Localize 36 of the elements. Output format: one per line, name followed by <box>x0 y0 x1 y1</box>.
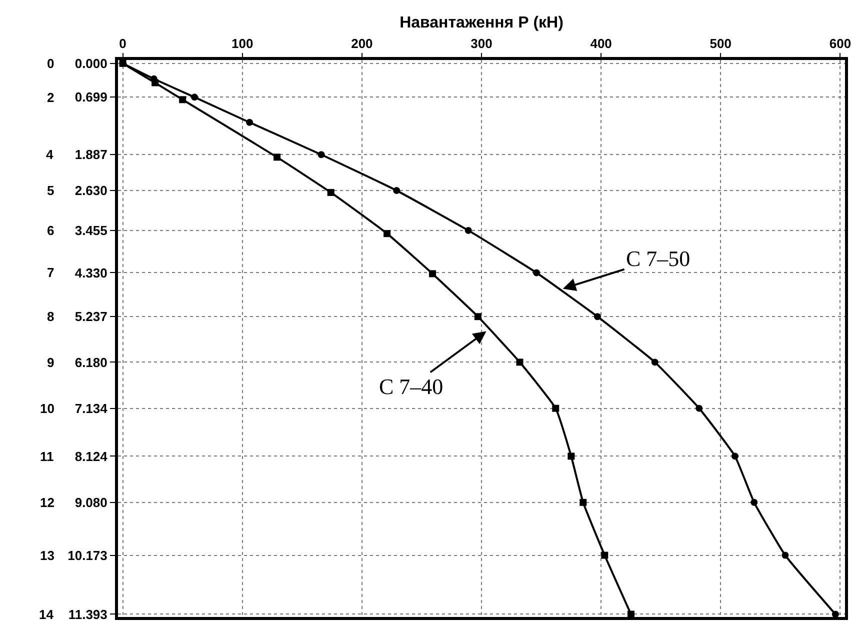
annotation: C 7–40 <box>379 374 444 399</box>
text: 4 <box>46 147 54 162</box>
text: 6 <box>47 223 54 238</box>
text: 5 <box>47 183 54 198</box>
text: 7 <box>47 265 54 280</box>
x-tick-label: 600 <box>829 36 852 51</box>
y-tick-label: 0.000 <box>74 56 108 71</box>
annotation: C 7–50 <box>626 246 690 271</box>
y-tick-label: 5.237 <box>74 309 108 324</box>
text: 2 <box>47 90 54 105</box>
text: 9 <box>47 355 54 370</box>
text: 11 <box>40 449 54 464</box>
y-tick-label: 6.180 <box>74 354 108 370</box>
y-tick-label: 7.134 <box>74 400 108 416</box>
text: 10 <box>40 401 54 416</box>
text: 8 <box>47 309 54 324</box>
y-tick-label: 2.630 <box>74 183 108 198</box>
text: 13 <box>40 548 54 563</box>
text: 12 <box>40 495 54 510</box>
x-axis-title: Навантаження Р (кН) <box>400 14 564 32</box>
y-tick-label: 4.330 <box>74 265 108 280</box>
text: 14 <box>39 607 54 622</box>
y-tick-label: 3.455 <box>74 222 108 238</box>
x-tick-label: 400 <box>590 36 612 51</box>
y-tick-label: 9.080 <box>74 494 108 510</box>
text: 0 <box>47 56 54 71</box>
y-tick-label: 0.699 <box>74 90 108 105</box>
x-tick-label: 200 <box>351 36 373 51</box>
x-tick-label: 300 <box>470 36 492 51</box>
x-tick-label: 100 <box>232 36 254 51</box>
y-tick-label: 8.124 <box>74 448 108 464</box>
x-tick-label: 0 <box>119 36 126 51</box>
x-tick-label: 500 <box>710 36 732 51</box>
y-tick-label: 10.173 <box>68 548 108 563</box>
y-tick-label: 11.393 <box>68 606 108 622</box>
y-tick-label: 1.887 <box>74 147 108 162</box>
